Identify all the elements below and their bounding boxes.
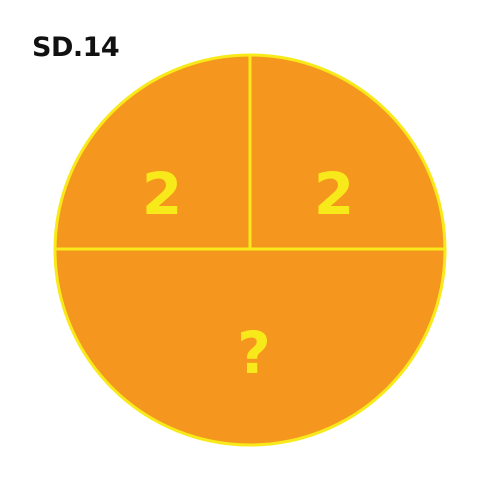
top-right-number: 2 — [314, 160, 354, 228]
bottom-unknown-number: ? — [237, 319, 271, 387]
top-left-number: 2 — [142, 160, 182, 228]
puzzle-label: SD.14 — [32, 32, 120, 63]
